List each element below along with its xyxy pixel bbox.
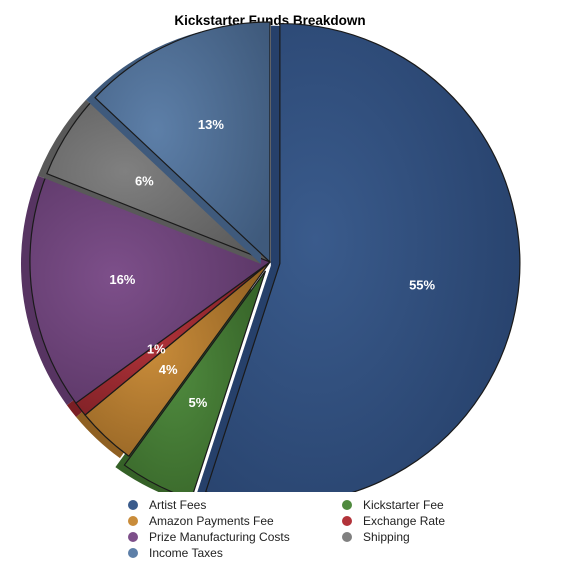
legend-label: Income Taxes: [149, 545, 223, 560]
slice-label-kickstarter-fee: 5%: [189, 395, 208, 410]
legend-swatch: [128, 499, 138, 510]
slice-label-prize-manufacturing-costs: 16%: [109, 272, 135, 287]
legend-item-shipping: Shipping: [342, 529, 458, 544]
legend-item-amazon-payments-fee: Amazon Payments Fee: [128, 513, 342, 528]
legend-label: Shipping: [363, 529, 410, 544]
slice-kickstarter-fee: [123, 270, 267, 492]
legend-swatch: [128, 531, 138, 542]
legend: Artist Fees Kickstarter Fee Amazon Payment…: [128, 497, 458, 560]
legend-swatch: [342, 499, 352, 510]
legend-item-income-taxes: Income Taxes: [128, 545, 342, 560]
chart-title: Kickstarter Funds Breakdown: [174, 13, 366, 28]
pie-chart: 55% 5% 4% 1% 16% 6% 13%: [20, 21, 521, 492]
slice-label-artist-fees: 55%: [409, 278, 435, 293]
legend-label: Kickstarter Fee: [363, 497, 444, 512]
legend-swatch: [342, 531, 352, 542]
slice-label-amazon-payments-fee: 4%: [159, 362, 178, 377]
legend-item-exchange-rate: Exchange Rate: [342, 513, 458, 528]
legend-swatch: [342, 515, 352, 526]
legend-label: Prize Manufacturing Costs: [149, 529, 290, 544]
slice-label-exchange-rate: 1%: [147, 342, 166, 357]
slice-income-taxes: [94, 21, 271, 264]
legend-item-artist-fees: Artist Fees: [128, 497, 342, 512]
slice-prize-manufacturing-costs: [29, 172, 272, 404]
legend-swatch: [128, 547, 138, 558]
legend-label: Amazon Payments Fee: [149, 513, 274, 528]
slice-label-income-taxes: 13%: [198, 117, 224, 132]
legend-item-prize-manufacturing-costs: Prize Manufacturing Costs: [128, 529, 342, 544]
legend-label: Exchange Rate: [363, 513, 446, 528]
legend-label: Artist Fees: [149, 497, 207, 512]
legend-item-kickstarter-fee: Kickstarter Fee: [342, 497, 458, 512]
slice-label-shipping: 6%: [135, 174, 154, 189]
legend-swatch: [128, 515, 138, 526]
slice-artist-fees: [205, 22, 521, 492]
